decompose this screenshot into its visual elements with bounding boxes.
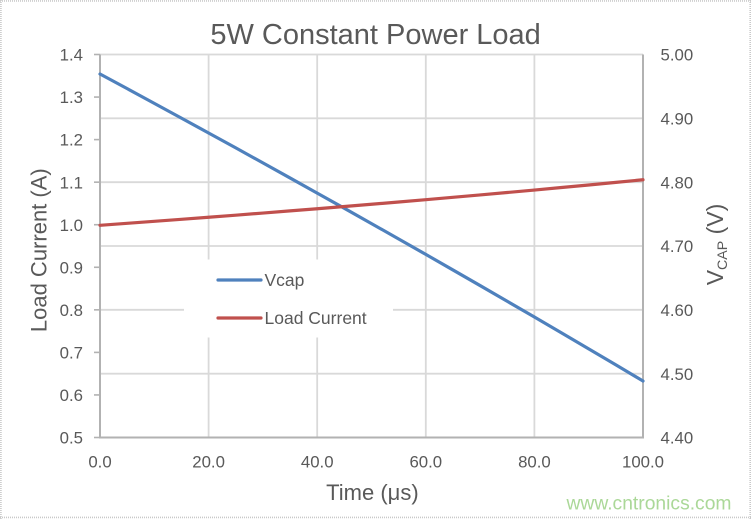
svg-text:Load Current: Load Current <box>265 308 367 328</box>
svg-text:0.5: 0.5 <box>60 429 83 448</box>
svg-text:www.cntronics.com: www.cntronics.com <box>565 494 731 515</box>
svg-text:60.0: 60.0 <box>409 453 442 472</box>
svg-text:5W Constant Power Load: 5W Constant Power Load <box>210 19 540 51</box>
svg-text:Load Current (A): Load Current (A) <box>26 168 51 332</box>
svg-text:0.8: 0.8 <box>60 301 83 320</box>
svg-text:40.0: 40.0 <box>301 453 334 472</box>
svg-text:4.80: 4.80 <box>661 173 694 192</box>
svg-text:1.4: 1.4 <box>60 46 83 65</box>
svg-text:0.9: 0.9 <box>60 258 83 277</box>
svg-text:1.3: 1.3 <box>60 88 83 107</box>
svg-text:4.60: 4.60 <box>661 301 694 320</box>
svg-text:4.70: 4.70 <box>661 237 694 256</box>
svg-text:Vcap: Vcap <box>265 270 305 290</box>
svg-text:1.1: 1.1 <box>60 173 83 192</box>
svg-text:5.00: 5.00 <box>661 46 694 65</box>
svg-text:20.0: 20.0 <box>192 453 225 472</box>
svg-text:0.0: 0.0 <box>88 453 111 472</box>
svg-text:4.90: 4.90 <box>661 109 694 128</box>
svg-text:1.2: 1.2 <box>60 131 83 150</box>
svg-text:VCAP (V): VCAP (V) <box>702 204 731 286</box>
svg-text:4.50: 4.50 <box>661 365 694 384</box>
svg-text:0.6: 0.6 <box>60 386 83 405</box>
svg-text:80.0: 80.0 <box>518 453 551 472</box>
svg-text:100.0: 100.0 <box>622 453 664 472</box>
svg-text:4.40: 4.40 <box>661 429 694 448</box>
svg-text:0.7: 0.7 <box>60 344 83 363</box>
svg-text:1.0: 1.0 <box>60 216 83 235</box>
svg-text:Time (μs): Time (μs) <box>326 480 419 505</box>
